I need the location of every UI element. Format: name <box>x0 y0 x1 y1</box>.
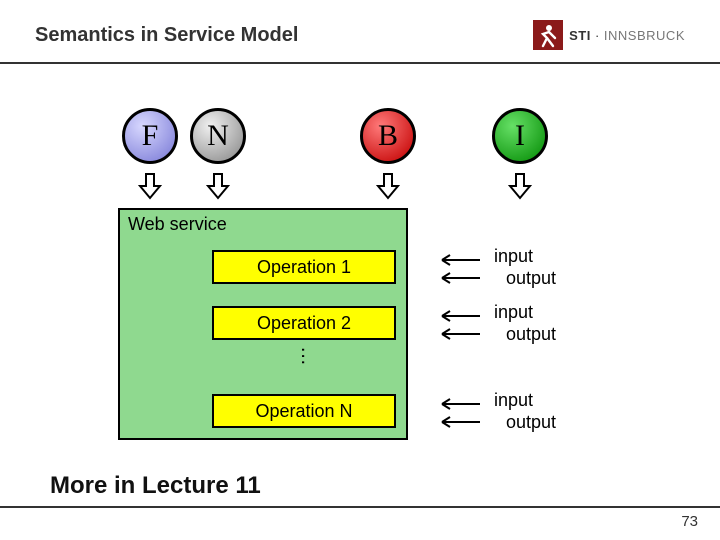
left-arrow-icon <box>436 397 480 411</box>
logo-text-thin: INNSBRUCK <box>604 28 685 43</box>
circle-n-label: N <box>207 119 229 153</box>
operation-label: Operation 2 <box>257 313 351 334</box>
circle-f: F <box>122 108 178 164</box>
io-label: output <box>506 268 556 289</box>
io-label: input <box>494 246 533 267</box>
diagram-canvas: F N B I Web service Operation 1 <box>0 90 720 470</box>
page-number: 73 <box>681 513 698 530</box>
operation-box: Operation N <box>212 394 396 428</box>
logo-text: STI · INNSBRUCK <box>569 28 685 43</box>
operation-label: Operation N <box>255 401 352 422</box>
person-running-icon <box>533 20 563 50</box>
circle-n: N <box>190 108 246 164</box>
title-area: Semantics in Service Model <box>35 24 298 47</box>
ellipsis: … <box>296 346 319 366</box>
down-arrow-icon <box>138 172 162 200</box>
circle-b: B <box>360 108 416 164</box>
slide: Semantics in Service Model STI · INNSBRU… <box>0 0 720 540</box>
io-label: output <box>506 412 556 433</box>
slide-title: Semantics in Service Model <box>35 24 298 47</box>
circle-i: I <box>492 108 548 164</box>
io-label: output <box>506 324 556 345</box>
operation-label: Operation 1 <box>257 257 351 278</box>
operation-box: Operation 1 <box>212 250 396 284</box>
io-label: input <box>494 302 533 323</box>
logo-text-bold: STI <box>569 28 591 43</box>
logo: STI · INNSBRUCK <box>533 20 685 50</box>
web-service-label: Web service <box>128 214 227 235</box>
io-label: input <box>494 390 533 411</box>
operation-box: Operation 2 <box>212 306 396 340</box>
left-arrow-icon <box>436 327 480 341</box>
circle-f-label: F <box>142 119 159 153</box>
left-arrow-icon <box>436 253 480 267</box>
left-arrow-icon <box>436 271 480 285</box>
down-arrow-icon <box>376 172 400 200</box>
circle-i-label: I <box>515 119 525 153</box>
down-arrow-icon <box>508 172 532 200</box>
left-arrow-icon <box>436 415 480 429</box>
logo-badge <box>533 20 563 50</box>
footer-rule <box>0 506 720 508</box>
footer-text: More in Lecture 11 <box>50 472 261 500</box>
logo-text-sep: · <box>591 28 604 43</box>
left-arrow-icon <box>436 309 480 323</box>
down-arrow-icon <box>206 172 230 200</box>
circle-b-label: B <box>378 119 398 153</box>
header-rule <box>0 62 720 64</box>
